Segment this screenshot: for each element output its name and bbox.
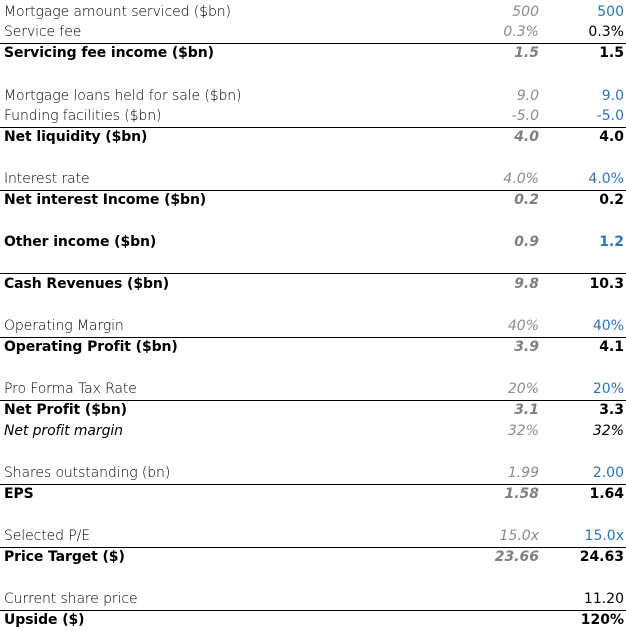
scenario-2-value: 4.0% bbox=[588, 171, 624, 187]
row-current-share-price: Current share price 11.20 bbox=[0, 589, 626, 611]
row-servicing-fee-income: Servicing fee income ($bn) 1.5 1.5 bbox=[0, 43, 626, 64]
row-net-liquidity: Net liquidity ($bn) 4.0 4.0 bbox=[0, 127, 626, 148]
row-operating-profit: Operating Profit ($bn) 3.9 4.1 bbox=[0, 337, 626, 358]
scenario-1-value: 0.3% bbox=[503, 24, 539, 40]
row-label: Operating Profit ($bn) bbox=[4, 339, 178, 355]
scenario-2-value: 4.0 bbox=[599, 129, 624, 145]
row-label: Cash Revenues ($bn) bbox=[4, 276, 170, 292]
row-label: Interest rate bbox=[4, 171, 90, 187]
scenario-2-value: 11.20 bbox=[583, 591, 624, 607]
row-label: Net interest Income ($bn) bbox=[4, 192, 207, 208]
scenario-2-value: 24.63 bbox=[579, 549, 624, 565]
scenario-1-value: 0.2 bbox=[514, 192, 539, 208]
row-label: Mortgage loans held for sale ($bn) bbox=[4, 88, 242, 104]
scenario-1-value: 0.9 bbox=[514, 234, 539, 250]
row-label: Mortgage amount serviced ($bn) bbox=[4, 4, 231, 20]
row-funding-facilities: Funding facilities ($bn) -5.0 -5.0 bbox=[0, 106, 626, 128]
scenario-2-value: 40% bbox=[592, 318, 624, 334]
scenario-2-value: 1.5 bbox=[599, 45, 624, 61]
scenario-2-value: 10.3 bbox=[589, 276, 624, 292]
row-mortgage-loans-held-for-sale: Mortgage loans held for sale ($bn) 9.0 9… bbox=[0, 86, 626, 107]
row-pro-forma-tax-rate: Pro Forma Tax Rate 20% 20% bbox=[0, 379, 626, 401]
scenario-1-value: 40% bbox=[507, 318, 539, 334]
row-eps: EPS 1.58 1.64 bbox=[0, 484, 626, 505]
scenario-1-value: 20% bbox=[507, 381, 539, 397]
row-label: Price Target ($) bbox=[4, 549, 125, 565]
scenario-1-value: 15.0x bbox=[499, 528, 539, 544]
scenario-2-value: 120% bbox=[580, 612, 624, 628]
scenario-2-value: 15.0x bbox=[584, 528, 624, 544]
scenario-1-value: 1.5 bbox=[514, 45, 539, 61]
scenario-2-value: 32% bbox=[592, 423, 624, 439]
scenario-2-value: 0.2 bbox=[599, 192, 624, 208]
scenario-2-value: 20% bbox=[592, 381, 624, 397]
scenario-2-value: 4.1 bbox=[599, 339, 624, 355]
scenario-1-value: 23.66 bbox=[494, 549, 539, 565]
row-label: Net liquidity ($bn) bbox=[4, 129, 148, 145]
row-label: Selected P/E bbox=[4, 528, 90, 544]
scenario-1-value: -5.0 bbox=[511, 108, 539, 124]
row-net-interest-income: Net interest Income ($bn) 0.2 0.2 bbox=[0, 190, 626, 211]
row-other-income: Other income ($bn) 0.9 1.2 bbox=[0, 232, 626, 253]
scenario-1-value: 3.1 bbox=[514, 402, 539, 418]
row-price-target: Price Target ($) 23.66 24.63 bbox=[0, 547, 626, 568]
row-label: EPS bbox=[4, 486, 34, 502]
row-label: Operating Margin bbox=[4, 318, 124, 334]
scenario-2-value: 3.3 bbox=[599, 402, 624, 418]
scenario-1-value: 1.99 bbox=[507, 465, 539, 481]
row-shares-outstanding: Shares outstanding (bn) 1.99 2.00 bbox=[0, 463, 626, 485]
row-label: Other income ($bn) bbox=[4, 234, 157, 250]
row-label: Current share price bbox=[4, 591, 138, 607]
scenario-2-value: 1.64 bbox=[589, 486, 624, 502]
row-selected-pe: Selected P/E 15.0x 15.0x bbox=[0, 526, 626, 548]
scenario-1-value: 32% bbox=[507, 423, 539, 439]
row-label: Servicing fee income ($bn) bbox=[4, 45, 214, 61]
scenario-1-value: 3.9 bbox=[514, 339, 539, 355]
row-net-profit-margin: Net profit margin 32% 32% bbox=[0, 421, 626, 442]
scenario-2-value: 500 bbox=[597, 4, 624, 20]
row-interest-rate: Interest rate 4.0% 4.0% bbox=[0, 169, 626, 191]
row-service-fee: Service fee 0.3% 0.3% bbox=[0, 22, 626, 44]
row-label: Service fee bbox=[4, 24, 82, 40]
scenario-1-value: 4.0 bbox=[514, 129, 539, 145]
scenario-2-value: -5.0 bbox=[596, 108, 624, 124]
scenario-1-value: 9.8 bbox=[514, 276, 539, 292]
scenario-1-value: 500 bbox=[512, 4, 539, 20]
row-label: Upside ($) bbox=[4, 612, 85, 628]
row-mortgage-amount-serviced: Mortgage amount serviced ($bn) 500 500 bbox=[0, 2, 626, 23]
row-label: Funding facilities ($bn) bbox=[4, 108, 162, 124]
scenario-1-value: 9.0 bbox=[516, 88, 539, 104]
scenario-2-value: 1.2 bbox=[599, 234, 624, 250]
row-label: Pro Forma Tax Rate bbox=[4, 381, 137, 397]
row-cash-revenues: Cash Revenues ($bn) 9.8 10.3 bbox=[0, 273, 626, 295]
scenario-1-value: 4.0% bbox=[503, 171, 539, 187]
scenario-2-value: 0.3% bbox=[588, 24, 624, 40]
scenario-2-value: 2.00 bbox=[592, 465, 624, 481]
scenario-2-value: 9.0 bbox=[601, 88, 624, 104]
row-net-profit: Net Profit ($bn) 3.1 3.3 bbox=[0, 400, 626, 421]
row-upside: Upside ($) 120% bbox=[0, 610, 626, 631]
row-label: Shares outstanding (bn) bbox=[4, 465, 171, 481]
row-label: Net profit margin bbox=[4, 423, 123, 439]
row-label: Net Profit ($bn) bbox=[4, 402, 127, 418]
row-operating-margin: Operating Margin 40% 40% bbox=[0, 316, 626, 338]
scenario-1-value: 1.58 bbox=[504, 486, 539, 502]
